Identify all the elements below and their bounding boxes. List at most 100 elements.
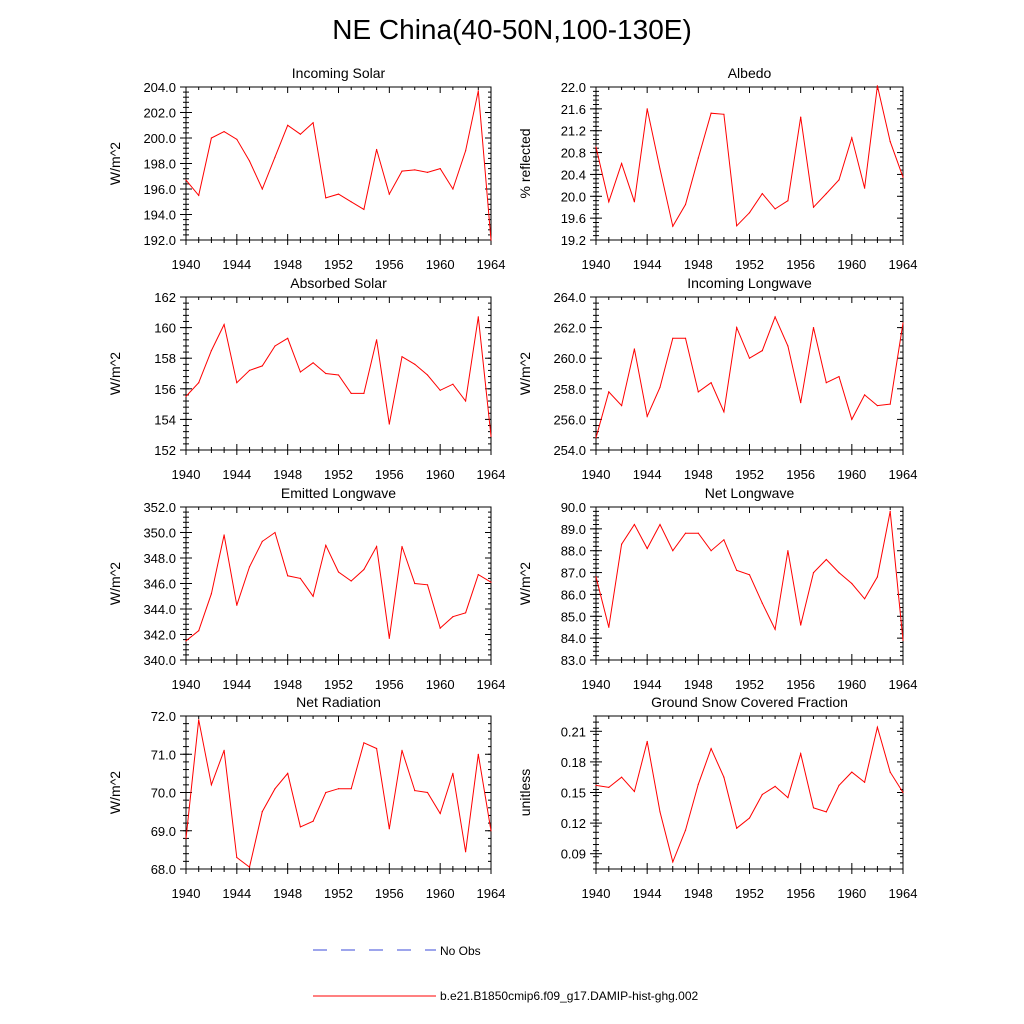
y-tick-label: 194.0 [143,208,176,223]
data-point [710,550,712,552]
y-tick-label: 19.6 [561,211,586,226]
x-tick-label: 1964 [889,886,918,901]
data-point [477,753,479,755]
series-line [185,90,492,241]
x-tick-label: 1952 [324,677,353,692]
x-tick-label: 1944 [633,886,662,901]
data-point [723,539,725,541]
y-tick-label: 196.0 [143,182,176,197]
y-tick-label: 346.0 [143,577,176,592]
data-point [748,357,751,359]
x-tick-label: 1960 [426,677,455,692]
data-point [287,575,289,577]
data-point [477,90,479,92]
data-point [736,569,738,572]
data-point [325,197,327,199]
data-point [608,201,610,203]
data-point [248,369,251,371]
chart-panel: Incoming Longwave W/m^2 1940 1944 1948 1952 19… [517,275,917,482]
data-point [710,112,712,114]
x-tick-label: 1948 [684,886,713,901]
y-axis-label: W/m^2 [107,352,123,395]
panel-title: Albedo [728,65,772,81]
data-point [350,201,352,203]
data-point [401,356,403,358]
data-point [838,572,840,574]
data-point [439,389,441,391]
data-point [223,323,225,326]
y-tick-label: 0.12 [561,816,586,831]
data-point [633,523,636,526]
data-point [414,582,416,585]
x-tick-label: 1940 [172,467,201,482]
data-point [337,374,340,376]
data-point [723,113,725,115]
data-point [236,138,238,140]
data-point [312,122,314,124]
y-tick-label: 192.0 [143,233,176,248]
data-point [325,544,327,546]
data-point [684,203,687,206]
chart-panel: Absorbed Solar W/m^2 1940 1944 1948 1952 1956 1… [107,275,505,482]
x-tick-label: 1956 [786,257,815,272]
y-tick-label: 85.0 [561,609,586,624]
data-point [376,339,378,341]
y-axis-label: W/m^2 [107,771,123,814]
data-point [889,141,891,143]
data-point [312,820,314,822]
data-point [761,350,763,352]
x-tick-label: 1940 [172,677,201,692]
y-tick-label: 256.0 [553,412,586,427]
data-point [236,382,238,384]
y-tick-label: 20.8 [561,146,586,161]
chart-panel: Albedo % reflected 1940 1944 1948 1952 1956 196… [517,65,917,272]
data-point [889,771,891,773]
x-tick-label: 1944 [222,677,251,692]
series-line [595,85,904,228]
data-point [401,545,403,548]
data-point [465,150,467,152]
data-point [889,403,891,405]
data-point [426,584,429,586]
data-point [477,574,479,576]
data-point [659,811,661,813]
data-point [787,550,789,552]
data-point [672,337,674,339]
data-point [210,784,212,786]
data-point [787,200,789,202]
plot-frame [185,506,492,661]
x-tick-label: 1940 [582,257,611,272]
data-point [800,624,802,626]
data-point [350,788,352,790]
y-tick-label: 90.0 [561,500,586,515]
chart-panel: Net Radiation W/m^2 1940 1944 1948 1952 1956 19… [107,694,505,901]
y-tick-label: 70.0 [151,786,176,801]
data-point [248,566,251,568]
data-point [414,363,416,365]
data-point [851,771,853,773]
data-point [825,558,827,561]
y-tick-label: 88.0 [561,544,586,559]
data-point [261,540,263,543]
y-axis-label: % reflected [517,128,533,198]
data-point [621,405,623,407]
data-point [439,627,441,629]
data-point [490,581,492,583]
y-axis-label: W/m^2 [517,562,533,605]
data-point [608,786,610,789]
data-point [261,188,263,190]
data-point [414,169,416,171]
y-tick-label: 21.2 [561,124,586,139]
y-tick-label: 68.0 [151,862,176,877]
data-point [697,532,699,534]
y-tick-label: 348.0 [143,551,176,566]
data-point [452,616,454,618]
y-tick-label: 20.4 [561,167,586,182]
data-point [287,772,289,775]
data-point [902,791,904,794]
data-point [198,630,200,632]
x-tick-label: 1940 [172,257,201,272]
data-point [864,187,866,189]
data-point [185,179,187,181]
